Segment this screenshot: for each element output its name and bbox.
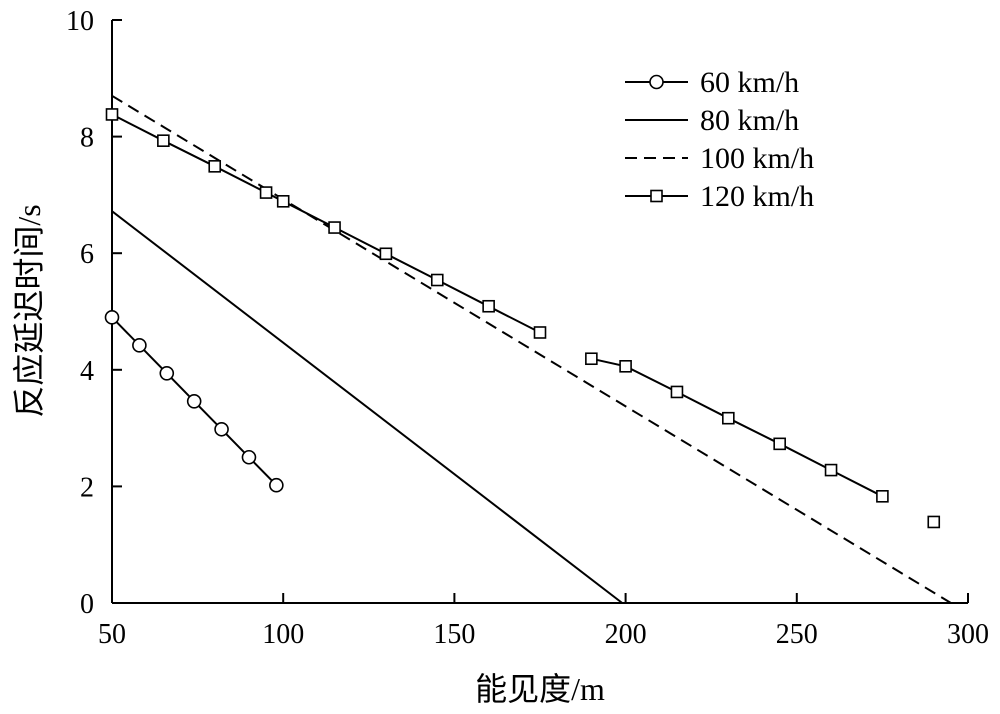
data-point: [276, 195, 290, 208]
legend-label: 100 km/h: [700, 142, 814, 175]
series-layer: [104, 94, 952, 604]
series-3: [105, 108, 941, 529]
data-point: [619, 360, 632, 373]
data-point: [824, 463, 838, 477]
x-tick-label: 150: [433, 619, 475, 650]
data-point: [159, 365, 175, 381]
x-axis-label: 能见度/m: [475, 671, 605, 707]
data-point: [876, 490, 889, 503]
data-point: [132, 338, 147, 353]
data-point: [533, 326, 547, 339]
legend-marker: [650, 189, 663, 203]
y-ticks: 0 2 4 6 8 10: [66, 6, 122, 620]
y-tick-label: 0: [80, 589, 94, 620]
legend-label: 60 km/h: [700, 66, 799, 99]
data-point: [104, 310, 120, 325]
data-point: [430, 273, 444, 287]
y-tick-label: 8: [80, 123, 94, 154]
data-point: [105, 108, 119, 121]
y-axis-label: 反应延迟时间/s: [11, 204, 47, 417]
y-tick-label: 4: [80, 356, 94, 387]
y-tick-label: 6: [80, 239, 94, 270]
data-point: [773, 437, 786, 451]
axes: [111, 20, 968, 604]
series-line: [591, 357, 883, 498]
x-tick-label: 300: [947, 619, 989, 650]
series-line: [111, 113, 541, 334]
legend-marker: [649, 74, 664, 90]
data-point: [186, 393, 202, 409]
y-tick-label: 10: [66, 6, 94, 37]
data-point: [214, 421, 229, 437]
legend-item: 120 km/h: [625, 180, 814, 213]
legend-item: 100 km/h: [625, 142, 814, 175]
x-tick-label: 50: [98, 619, 126, 650]
data-point: [241, 449, 257, 465]
legend-label: 80 km/h: [700, 104, 799, 137]
series-0: [104, 310, 284, 493]
y-tick-label: 2: [80, 472, 94, 503]
data-point: [670, 385, 684, 399]
data-point: [482, 299, 495, 313]
data-point: [585, 352, 598, 366]
series-line: [111, 94, 952, 604]
series-line: [111, 210, 623, 604]
data-point: [208, 160, 222, 173]
series-1: [111, 210, 623, 604]
legend-item: 60 km/h: [625, 66, 799, 99]
data-point: [722, 411, 735, 425]
data-point: [259, 186, 273, 199]
data-point: [379, 247, 393, 261]
data-point: [927, 515, 941, 529]
x-tick-label: 100: [262, 619, 304, 650]
legend: 60 km/h 80 km/h 100 km/h 120 km/h: [625, 66, 814, 213]
data-point: [157, 134, 170, 147]
series-2: [111, 94, 952, 604]
legend-label: 120 km/h: [700, 180, 814, 213]
x-ticks: 50 100 150 200 250 300: [98, 593, 989, 650]
x-tick-label: 250: [776, 619, 818, 650]
data-point: [328, 221, 341, 234]
legend-item: 80 km/h: [625, 104, 799, 137]
data-point: [269, 477, 284, 493]
x-tick-label: 200: [605, 619, 647, 650]
